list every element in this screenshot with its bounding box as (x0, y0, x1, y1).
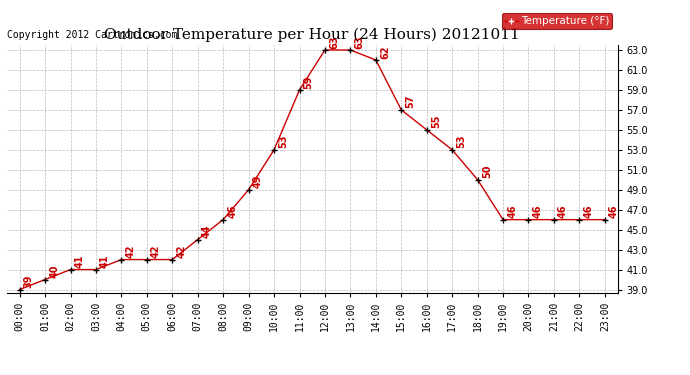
Text: 53: 53 (278, 135, 288, 148)
Text: 50: 50 (482, 165, 492, 178)
Text: 46: 46 (507, 205, 518, 218)
Text: 59: 59 (304, 75, 314, 88)
Text: 46: 46 (558, 205, 568, 218)
Text: 42: 42 (126, 244, 135, 258)
Text: 46: 46 (609, 205, 619, 218)
Text: 46: 46 (533, 205, 542, 218)
Text: 41: 41 (75, 255, 85, 268)
Text: 53: 53 (456, 135, 466, 148)
Text: 41: 41 (100, 255, 110, 268)
Title: Outdoor Temperature per Hour (24 Hours) 20121011: Outdoor Temperature per Hour (24 Hours) … (104, 28, 520, 42)
Legend: Temperature (°F): Temperature (°F) (502, 13, 612, 29)
Text: 42: 42 (151, 244, 161, 258)
Text: 49: 49 (253, 175, 263, 188)
Text: 46: 46 (227, 205, 237, 218)
Text: 63: 63 (355, 35, 364, 49)
Text: 63: 63 (329, 35, 339, 49)
Text: Copyright 2012 Cartronics.com: Copyright 2012 Cartronics.com (7, 30, 177, 40)
Text: 44: 44 (202, 225, 212, 238)
Text: 42: 42 (177, 244, 186, 258)
Text: 39: 39 (23, 274, 34, 288)
Text: 40: 40 (49, 265, 59, 278)
Text: 57: 57 (406, 95, 415, 108)
Text: 62: 62 (380, 45, 390, 58)
Text: 55: 55 (431, 115, 441, 129)
Text: 46: 46 (584, 205, 593, 218)
